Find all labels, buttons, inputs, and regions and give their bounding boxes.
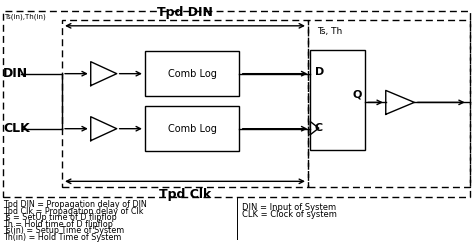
Text: CLK = Clock of system: CLK = Clock of system	[242, 210, 337, 219]
Text: DIN = Input of System: DIN = Input of System	[242, 203, 336, 212]
Text: Tpd Clk = Propagation delay of Clk: Tpd Clk = Propagation delay of Clk	[3, 207, 144, 216]
Text: C: C	[315, 123, 323, 133]
Text: CLK: CLK	[3, 122, 30, 135]
Text: Ts(in),Th(in): Ts(in),Th(in)	[4, 14, 46, 20]
Text: Ts(in) = Setup Time of System: Ts(in) = Setup Time of System	[3, 226, 124, 235]
Text: Ts = SetUp time of D flipflop: Ts = SetUp time of D flipflop	[3, 214, 117, 222]
Bar	[145, 51, 239, 96]
Bar	[310, 50, 365, 150]
Text: Th = Hold time of D flipflop: Th = Hold time of D flipflop	[3, 220, 113, 229]
Text: Comb Log: Comb Log	[168, 69, 217, 79]
Text: Tpd DIN: Tpd DIN	[157, 6, 213, 19]
Text: Ts, Th: Ts, Th	[318, 27, 343, 36]
Text: D: D	[315, 67, 324, 77]
Text: Comb Log: Comb Log	[168, 124, 217, 134]
Text: Tpd DIN = Propagation delay of DIN: Tpd DIN = Propagation delay of DIN	[3, 201, 147, 209]
Bar	[62, 20, 308, 187]
Text: Q: Q	[353, 90, 362, 100]
Text: DIN: DIN	[3, 67, 28, 80]
Bar	[3, 11, 470, 197]
Text: Tpd Clk: Tpd Clk	[159, 188, 211, 201]
Text: Th(in) = Hold Time of System: Th(in) = Hold Time of System	[3, 233, 121, 242]
Bar	[308, 20, 470, 187]
Bar	[145, 106, 239, 152]
